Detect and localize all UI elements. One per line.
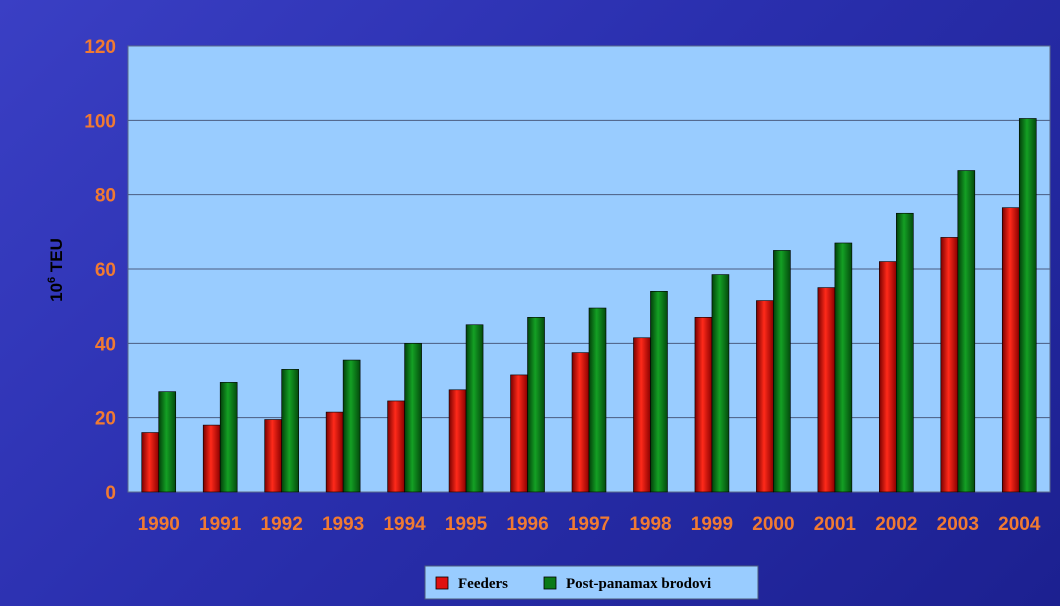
x-tick-label: 1990 [138, 514, 180, 535]
bar-post-panamax [773, 250, 791, 493]
bar-post-panamax [650, 290, 668, 493]
x-axis-ticks: 1990 1991 1992 1993 1994 1995 1996 1997 1998 1999… [138, 514, 1041, 535]
y-axis-ticks: 0 20 40 60 80 100 120 [84, 37, 116, 504]
x-tick-label: 1991 [199, 514, 242, 535]
bar-feeders [633, 337, 651, 493]
y-axis-label-unit: TEU [47, 238, 66, 277]
legend: Feeders Post-panamax brodovi [424, 565, 759, 600]
x-tick-label: 2002 [875, 514, 917, 535]
y-tick-label: 40 [95, 334, 116, 355]
legend-label-feeders: Feeders [458, 576, 508, 592]
x-tick-label: 1998 [629, 514, 671, 535]
y-axis-label-superscript: 6 [46, 277, 58, 283]
legend-box [424, 565, 759, 600]
y-tick-label: 0 [105, 483, 116, 504]
bar-feeders [756, 300, 774, 493]
x-tick-label: 2004 [998, 514, 1041, 535]
bar-feeders [694, 317, 713, 493]
x-tick-label: 1996 [506, 514, 548, 535]
bar-post-panamax [465, 324, 484, 493]
bar-feeders [940, 237, 959, 493]
bar-post-panamax [219, 382, 238, 493]
bar-post-panamax [957, 170, 976, 493]
bar-post-panamax [834, 242, 853, 493]
bar-post-panamax [711, 274, 730, 493]
bar-feeders [448, 389, 467, 493]
bar-post-panamax [1018, 118, 1037, 493]
bar-post-panamax [404, 343, 422, 493]
y-tick-label: 80 [95, 186, 116, 207]
bar-feeders [1001, 207, 1020, 493]
x-tick-label: 1993 [322, 514, 364, 535]
bar-feeders [879, 261, 897, 493]
bar-post-panamax [342, 359, 361, 493]
legend-label-post-panamax: Post-panamax brodovi [566, 576, 711, 592]
bars [141, 118, 1037, 493]
bar-feeders [387, 400, 405, 493]
y-axis-label-base: 10 [47, 283, 66, 302]
bar-post-panamax [158, 391, 177, 493]
x-tick-label: 2001 [814, 514, 857, 535]
x-tick-label: 1999 [691, 514, 733, 535]
legend-swatch-post-panamax [543, 576, 557, 590]
x-tick-label: 1995 [445, 514, 488, 535]
bar-post-panamax [896, 212, 914, 493]
bar-feeders [817, 287, 836, 493]
bar-post-panamax [527, 317, 545, 493]
x-tick-label: 1994 [383, 514, 426, 535]
bar-post-panamax [588, 307, 607, 493]
x-tick-label: 2003 [937, 514, 979, 535]
x-tick-label: 2000 [752, 514, 794, 535]
bar-feeders [571, 352, 590, 493]
bar-feeders [141, 432, 160, 493]
bar-feeders [202, 424, 221, 493]
legend-swatch-feeders [435, 576, 449, 590]
x-tick-label: 1992 [261, 514, 303, 535]
bar-feeders [510, 374, 528, 493]
bar-feeders [264, 419, 282, 493]
x-tick-label: 1997 [568, 514, 610, 535]
y-tick-label: 100 [84, 111, 116, 132]
y-tick-label: 20 [95, 409, 116, 430]
y-tick-label: 120 [84, 37, 116, 58]
y-tick-label: 60 [95, 260, 116, 281]
bar-post-panamax [281, 369, 299, 493]
y-axis-label: 106 TEU [46, 238, 66, 302]
bar-feeders [325, 411, 344, 493]
